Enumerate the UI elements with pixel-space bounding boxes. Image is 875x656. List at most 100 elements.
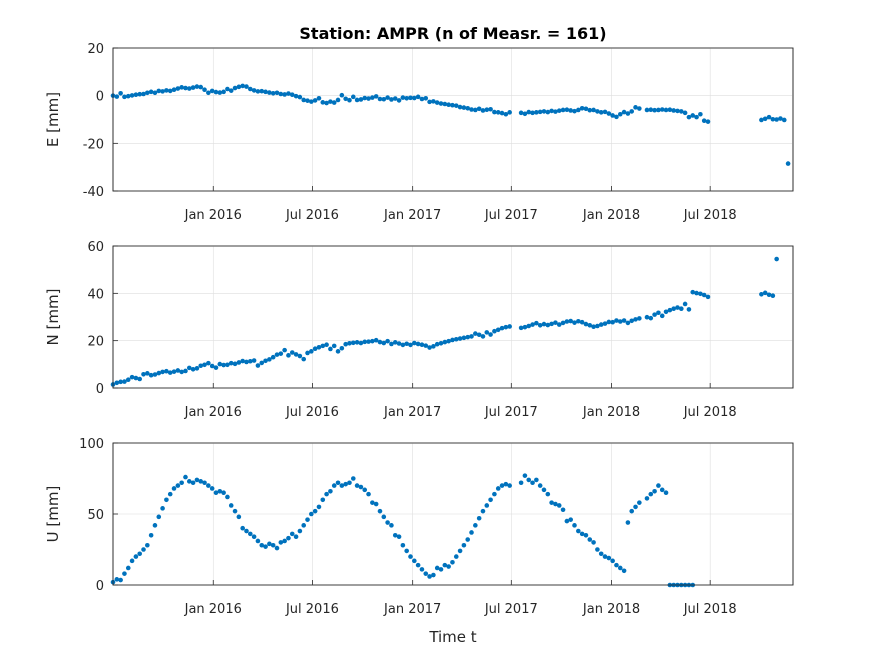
data-point — [206, 360, 211, 366]
data-point — [560, 107, 566, 113]
data-point — [644, 496, 650, 501]
data-point — [179, 369, 184, 375]
data-point — [671, 108, 676, 113]
data-point — [556, 108, 562, 113]
data-point — [289, 350, 295, 355]
data-point — [507, 110, 512, 115]
data-point — [412, 340, 417, 346]
data-point — [324, 100, 329, 106]
data-point — [217, 488, 223, 494]
data-point — [679, 306, 684, 312]
data-point — [202, 87, 207, 93]
data-point — [698, 291, 703, 297]
data-point — [164, 497, 169, 503]
data-point — [564, 319, 570, 324]
data-point — [125, 565, 131, 571]
data-point — [633, 317, 638, 322]
x-tick-label: Jul 2017 — [484, 602, 538, 617]
data-point — [381, 96, 387, 102]
data-point — [366, 96, 371, 101]
data-point — [270, 542, 276, 548]
data-point — [347, 340, 352, 346]
data-point — [484, 503, 490, 508]
data-point — [396, 341, 402, 346]
data-point — [774, 256, 779, 262]
data-point — [194, 84, 200, 89]
data-point — [350, 94, 356, 100]
data-point — [488, 106, 493, 112]
data-point — [255, 538, 261, 544]
data-point — [488, 332, 493, 337]
data-point — [236, 360, 242, 365]
data-point — [507, 324, 512, 329]
data-point — [122, 379, 127, 384]
series-points — [110, 256, 779, 387]
data-point — [450, 337, 455, 343]
data-point — [278, 351, 284, 356]
data-point — [766, 292, 772, 298]
data-point — [202, 480, 207, 486]
data-point — [354, 483, 360, 488]
data-point — [129, 93, 135, 98]
data-point — [701, 118, 707, 123]
data-point — [118, 90, 123, 96]
data-point — [579, 319, 585, 325]
data-point — [244, 359, 249, 365]
data-point — [442, 101, 448, 107]
data-point — [545, 322, 551, 328]
data-point — [171, 369, 177, 374]
x-tick-label: Jan 2017 — [383, 602, 441, 617]
data-point — [556, 322, 562, 327]
data-point — [228, 88, 234, 93]
data-point — [274, 545, 280, 551]
data-point — [457, 548, 463, 554]
x-tick-label: Jan 2016 — [184, 405, 242, 420]
data-point — [316, 95, 322, 101]
data-point — [305, 517, 310, 522]
data-point — [663, 309, 669, 315]
y-axis-label: U [mm] — [44, 486, 62, 543]
data-point — [309, 99, 314, 104]
data-point — [412, 558, 417, 564]
data-point — [453, 554, 459, 559]
data-point — [282, 538, 287, 544]
data-point — [545, 491, 551, 497]
data-point — [476, 106, 482, 112]
data-point — [598, 110, 604, 115]
y-tick-label: 100 — [79, 437, 104, 452]
data-point — [518, 110, 524, 116]
data-point — [591, 107, 596, 113]
data-point — [412, 95, 417, 101]
data-point — [495, 486, 501, 491]
data-point — [389, 523, 394, 528]
data-point — [568, 318, 573, 324]
data-point — [667, 307, 673, 313]
data-point — [503, 111, 509, 117]
data-point — [175, 86, 181, 91]
data-point — [320, 343, 326, 349]
data-point — [164, 368, 169, 374]
data-point — [316, 344, 322, 350]
data-point — [629, 109, 635, 114]
data-point — [583, 533, 589, 538]
data-point — [778, 116, 783, 121]
data-point — [312, 346, 318, 352]
data-point — [125, 93, 131, 99]
data-point — [637, 106, 642, 111]
data-point — [469, 530, 474, 535]
data-point — [225, 494, 230, 500]
data-point — [389, 97, 394, 102]
data-point — [690, 113, 696, 118]
data-point — [186, 365, 192, 371]
data-point — [190, 367, 196, 372]
data-point — [404, 548, 409, 554]
data-point — [617, 111, 623, 117]
data-point — [339, 483, 345, 488]
data-point — [576, 528, 581, 534]
data-point — [297, 94, 303, 100]
data-point — [385, 520, 390, 525]
data-point — [324, 342, 329, 347]
data-point — [591, 540, 596, 545]
y-tick-label: 50 — [87, 508, 104, 523]
